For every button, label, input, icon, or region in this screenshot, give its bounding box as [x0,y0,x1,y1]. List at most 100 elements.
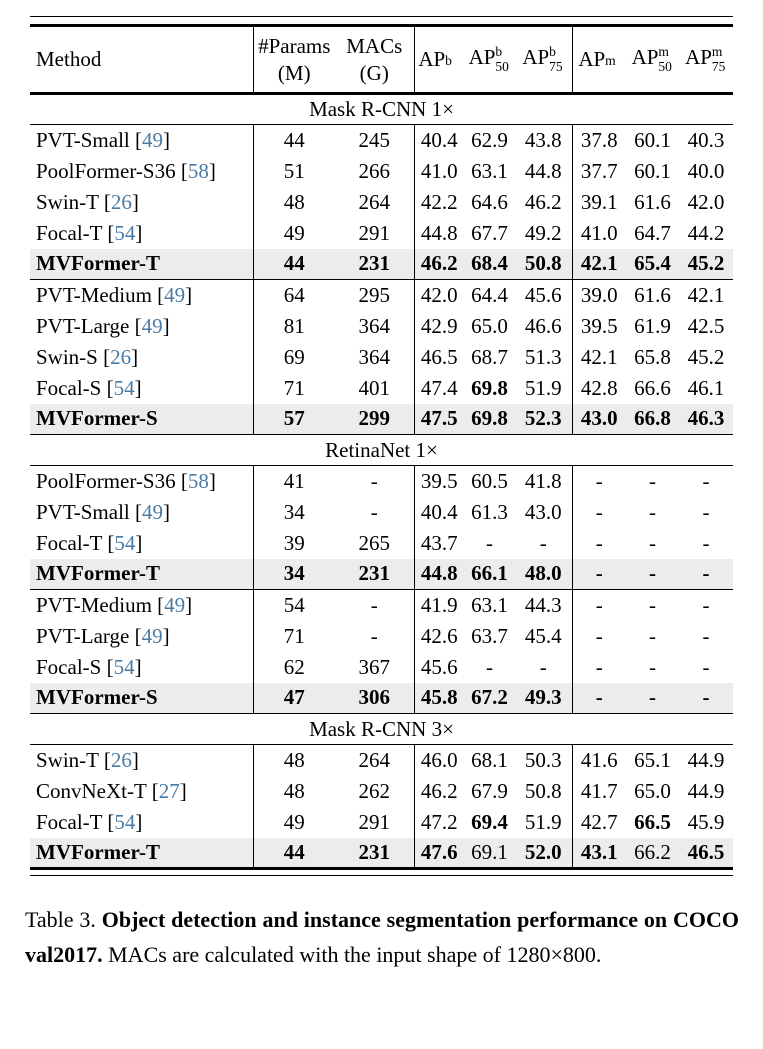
value-cell: 41.9 [413,589,464,621]
value-cell: 69.1 [471,839,508,864]
value-cell: 64.4 [464,279,515,311]
method-cell: Focal-T [54] [36,809,143,834]
method-cell: Swin-T [26] [36,189,139,214]
citation-ref[interactable]: 49 [141,623,163,648]
value-cell: 46.5 [413,341,464,373]
citation-ref[interactable]: 49 [142,499,163,524]
method-cell: PVT-Small [49] [36,499,170,524]
section-header-row: RetinaNet 1× [30,434,733,466]
citation-ref[interactable]: 26 [110,344,132,369]
value-cell: 39.5 [571,310,626,342]
value-cell: - [649,561,656,586]
method-name: PVT-Medium [36,282,152,307]
value-cell: 45.8 [413,682,464,714]
method-name: Swin-T [36,747,99,772]
value-cell: 65.0 [634,778,671,803]
value-cell: - [679,589,733,621]
value-cell: 367 [358,654,391,679]
method-cell: Focal-S [54] [36,654,142,679]
value-cell: - [702,561,710,586]
value-cell: 46.1 [687,375,725,400]
method-name: Focal-S [36,375,102,400]
table-row: Focal-T [54] 49 291 44.8 67.7 49.2 41.0 64.7 44.… [30,217,733,249]
method-cell: PoolFormer-S36 [58] [30,465,253,497]
method-cell: PVT-Large [49] [36,313,170,338]
method-cell: MVFormer-T [30,838,253,869]
value-cell: 48.0 [524,561,562,586]
value-cell: 37.8 [571,124,626,156]
method-cell: Focal-S [54] [36,375,142,400]
value-cell: - [571,465,626,497]
citation-ref[interactable]: 26 [110,747,132,772]
method-name: Swin-T [36,189,99,214]
value-cell: 67.7 [471,220,508,245]
citation-ref[interactable]: 54 [113,654,135,679]
value-cell: 42.0 [413,279,464,311]
citation-ref[interactable]: 49 [141,313,163,338]
table-row: MVFormer-T 44 231 47.6 69.1 52.0 43.1 66.2 46.5 [30,837,733,869]
value-cell: 401 [358,375,391,400]
value-cell: - [571,651,626,683]
value-cell: - [702,530,710,555]
citation-ref[interactable]: 54 [114,809,136,834]
value-cell: - [679,465,733,497]
value-cell: 65.4 [634,251,671,276]
value-cell: 45.6 [413,651,464,683]
value-cell: 61.3 [471,499,508,524]
value-cell: 364 [358,313,391,338]
method-cell: ConvNeXt-T [27] [36,778,187,803]
value-cell: 245 [335,124,414,156]
method-name: PoolFormer-S36 [36,468,176,493]
value-cell: 62 [252,651,335,683]
citation-ref[interactable]: 49 [164,592,186,617]
value-cell: - [702,685,710,710]
value-cell: 46.6 [524,313,562,338]
value-cell: 69.8 [471,375,508,400]
citation-ref[interactable]: 58 [187,158,209,183]
value-cell: - [571,527,626,559]
value-cell: 231 [358,561,391,586]
value-cell: 64.6 [471,189,508,214]
value-cell: - [649,623,656,648]
value-cell: 46.0 [413,744,464,776]
value-cell: - [335,589,414,621]
value-cell: 51.3 [524,344,562,369]
value-cell: 49 [252,217,335,249]
citation-ref[interactable]: 58 [187,468,209,493]
citation-ref[interactable]: 26 [110,189,132,214]
value-cell: 51 [252,155,335,187]
method-name: PVT-Small [36,127,130,152]
citation-ref[interactable]: 27 [158,778,180,803]
caption-rest: MACs are calculated with the input shape… [102,942,602,968]
value-cell: 45.6 [515,279,572,311]
value-cell: - [702,654,710,679]
method-name: Swin-S [36,344,98,369]
citation-ref[interactable]: 49 [142,127,163,152]
method-name: Focal-T [36,220,103,245]
method-name: PVT-Large [36,313,130,338]
table-row: PoolFormer-S36 [58] 41-39.5 60.5 41.8- - - [30,465,733,497]
method-cell: MVFormer-S [30,683,253,714]
table-row: Swin-S [26] 69 364 46.5 68.7 51.3 42.1 65.8 45.2 [30,341,733,373]
value-cell: 42.0 [687,189,725,214]
value-cell: 45.4 [524,623,562,648]
method-cell: PVT-Small [49] [30,124,253,156]
citation-ref[interactable]: 54 [114,220,136,245]
value-cell: 40.3 [679,124,733,156]
value-cell: 42.7 [571,806,626,838]
value-cell: 47.2 [413,806,464,838]
value-cell: - [539,530,547,555]
section-header-row: Mask R-CNN 3× [30,713,733,745]
citation-ref[interactable]: 54 [114,530,136,555]
value-cell: 54 [252,589,335,621]
value-cell: 46.2 [524,189,562,214]
citation-ref[interactable]: 54 [113,375,135,400]
value-cell: 65.8 [634,344,671,369]
value-cell: 66.2 [634,839,671,864]
table-row: MVFormer-S 57 299 47.5 69.8 52.3 43.0 66.8 46.3 [30,403,733,435]
value-cell: - [626,465,679,497]
value-cell: 71 [252,372,335,404]
citation-ref[interactable]: 49 [164,282,186,307]
method-cell: PVT-Medium [49] [30,279,253,311]
caption-bold-title: Object detection and instance segmentati… [25,907,739,968]
